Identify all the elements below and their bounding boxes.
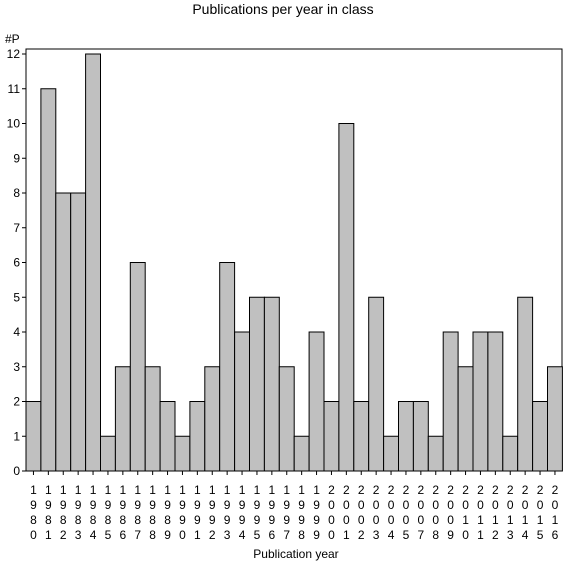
- bar-1992: [204, 366, 221, 472]
- bar-1995: [249, 296, 265, 472]
- bar-1997: [278, 366, 295, 472]
- bar-1980: [25, 401, 42, 472]
- bar-1994: [234, 331, 251, 472]
- bar-2000: [323, 401, 340, 472]
- bar-2001: [338, 123, 355, 472]
- bar-1999: [308, 331, 325, 472]
- bar-1991: [189, 401, 206, 472]
- bar-1996: [263, 296, 280, 472]
- y-tick-label-6: 6: [13, 256, 20, 270]
- y-tick-label-3: 3: [13, 360, 20, 374]
- bar-1989: [159, 401, 176, 472]
- x-axis-label: Publication year: [253, 547, 338, 561]
- y-tick-label-8: 8: [13, 186, 20, 200]
- bar-2003: [368, 296, 385, 472]
- y-tick-label-9: 9: [13, 151, 20, 165]
- chart-title: Publications per year in class: [192, 1, 373, 17]
- bar-2008: [427, 435, 444, 472]
- bar-2010: [457, 366, 474, 472]
- bar-2004: [383, 435, 400, 472]
- bar-1984: [85, 53, 101, 472]
- y-tick-label-5: 5: [13, 290, 20, 304]
- x-axis-ticks: 1 9 8 0 1 9 8 1 1 9 8 2 1 9 8 3 1 9 8 4 1 9 8 5 1 9 8 6 1 9 8 7 1 9 8 8 1 9 8 9…: [30, 471, 559, 542]
- y-tick-label-7: 7: [13, 221, 20, 235]
- bar-1993: [219, 262, 236, 472]
- bar-2011: [472, 331, 489, 472]
- bar-1983: [70, 192, 87, 472]
- y-tick-label-12: 12: [7, 47, 21, 61]
- bar-2012: [487, 331, 504, 472]
- bar-1990: [174, 435, 191, 472]
- bar-1982: [55, 192, 72, 472]
- bar-1981: [40, 88, 57, 472]
- bar-2007: [412, 401, 429, 472]
- bar-1985: [100, 435, 116, 472]
- y-tick-label-2: 2: [13, 395, 20, 409]
- bar-2002: [353, 401, 370, 472]
- y-tick-label-4: 4: [13, 325, 20, 339]
- bar-2013: [502, 435, 519, 472]
- bar-1986: [114, 366, 131, 472]
- y-tick-label-10: 10: [7, 117, 21, 131]
- y-tick-label-11: 11: [8, 82, 21, 96]
- bar-2005: [398, 401, 414, 472]
- bar-1988: [144, 366, 161, 472]
- y-tick-label-0: 0: [13, 464, 20, 478]
- bars-group: [25, 53, 563, 472]
- bar-2014: [517, 296, 534, 472]
- bar-2009: [442, 331, 459, 472]
- y-tick-label-1: 1: [13, 429, 20, 443]
- bar-2016: [547, 366, 563, 472]
- bar-2015: [532, 401, 548, 472]
- bar-1998: [293, 435, 310, 472]
- bar-1987: [129, 262, 146, 472]
- y-axis-label: #P: [5, 32, 20, 46]
